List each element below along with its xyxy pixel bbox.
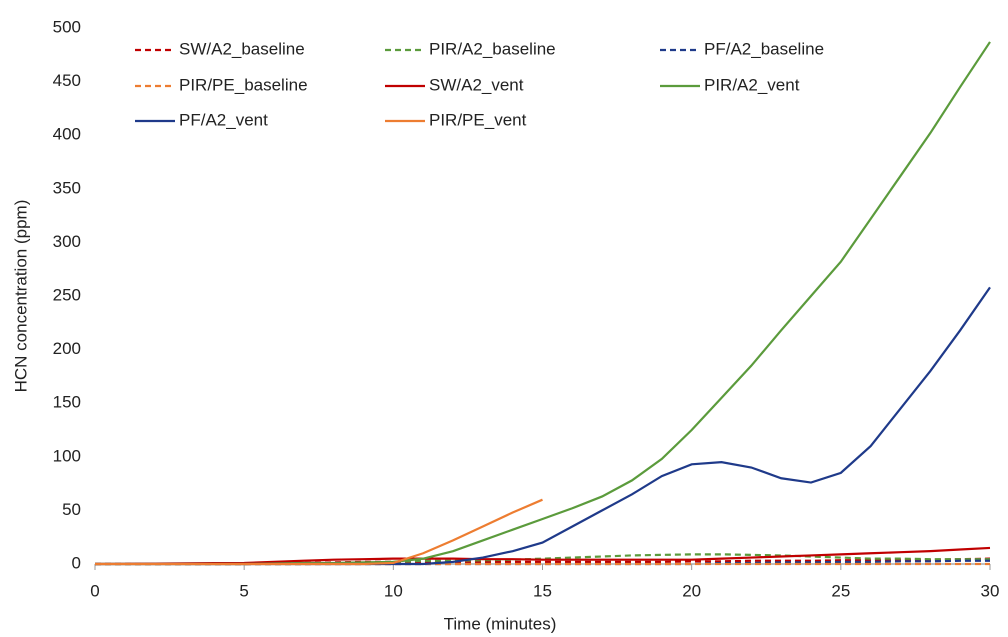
x-tick-label: 25 (831, 581, 850, 600)
y-tick-label: 500 (53, 17, 81, 36)
legend-label: PIR/A2_baseline (429, 39, 556, 58)
x-tick-label: 15 (533, 581, 552, 600)
series-line (95, 286, 991, 566)
y-tick-label: 250 (53, 285, 81, 304)
y-tick-label: 350 (53, 178, 81, 197)
legend-label: PIR/PE_vent (429, 110, 527, 129)
y-tick-label: 150 (53, 393, 81, 412)
legend-label: PF/A2_baseline (704, 39, 824, 58)
legend-label: SW/A2_baseline (179, 39, 305, 58)
x-tick-label: 5 (239, 581, 248, 600)
series-line (95, 498, 543, 566)
legend-label: PIR/A2_vent (704, 75, 800, 94)
y-tick-label: 200 (53, 339, 81, 358)
x-tick-label: 0 (90, 581, 99, 600)
y-tick-label: 300 (53, 232, 81, 251)
legend-label: SW/A2_vent (429, 75, 524, 94)
y-tick-label: 450 (53, 71, 81, 90)
series-line (95, 559, 990, 566)
y-axis-title: HCN concentration (ppm) (11, 200, 30, 393)
x-tick-label: 10 (384, 581, 403, 600)
x-tick-label: 30 (981, 581, 1000, 600)
legend-label: PIR/PE_baseline (179, 75, 308, 94)
y-tick-label: 0 (72, 553, 81, 572)
series-line (95, 557, 991, 566)
x-tick-label: 20 (682, 581, 701, 600)
y-tick-label: 400 (53, 125, 81, 144)
x-axis-title: Time (minutes) (444, 614, 557, 633)
y-tick-label: 50 (62, 500, 81, 519)
legend-label: PF/A2_vent (179, 110, 268, 129)
y-tick-label: 100 (53, 446, 81, 465)
